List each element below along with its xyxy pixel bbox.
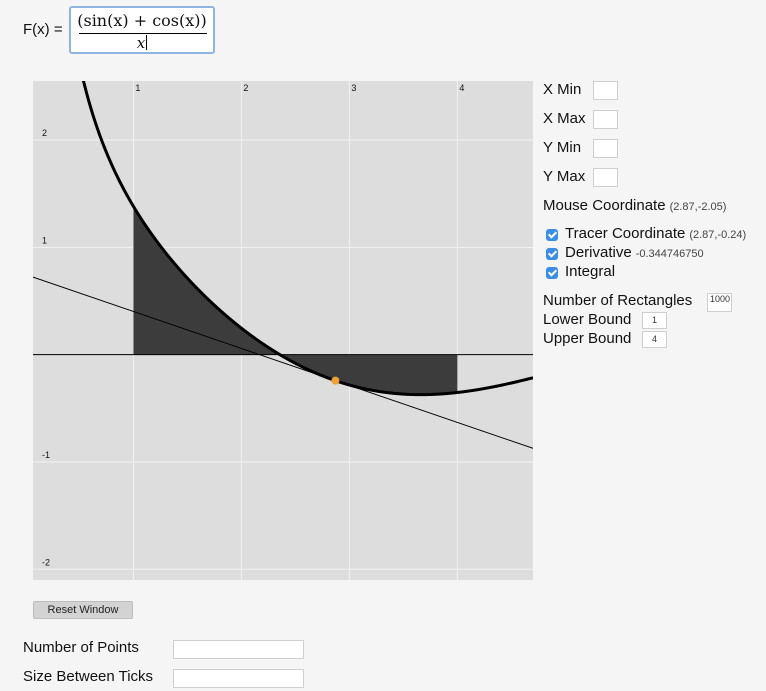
number-of-points-label: Number of Points	[23, 639, 139, 656]
ymax-label: Y Max	[543, 168, 586, 185]
function-input[interactable]: (sin(x) + cos(x)) x	[69, 6, 215, 54]
y-tick-label: -1	[42, 450, 50, 460]
derivative-label: Derivative	[565, 244, 632, 261]
x-tick-label: 1	[135, 83, 140, 93]
tracer-coordinate-value: (2.87,-0.24)	[689, 229, 747, 241]
rectangles-input[interactable]: 1000	[707, 293, 732, 312]
function-curve	[81, 81, 533, 397]
rectangles-label: Number of Rectangles	[543, 292, 693, 309]
function-label: F(x) =	[23, 21, 63, 38]
upper-bound-label: Upper Bound	[543, 330, 632, 347]
x-tick-label: 2	[243, 83, 248, 93]
graph-canvas[interactable]: 1 2 3 4 2 1 -1 -2	[33, 81, 533, 580]
derivative-checkbox[interactable]	[546, 248, 558, 260]
formula-numerator: (sin(x) + cos(x))	[77, 11, 207, 30]
integral-checkbox[interactable]	[546, 267, 558, 279]
y-tick-label: -2	[42, 557, 50, 567]
lower-bound-label: Lower Bound	[543, 311, 632, 328]
y-tick-label: 2	[42, 128, 47, 138]
lower-bound-input[interactable]: 1	[642, 312, 667, 329]
tick-size-label: Size Between Ticks	[23, 668, 154, 685]
number-of-points-input[interactable]	[173, 640, 304, 659]
xmax-label: X Max	[543, 110, 586, 127]
mouse-coordinate-label: Mouse Coordinate	[543, 197, 666, 214]
ymax-input[interactable]	[593, 168, 618, 187]
ymin-input[interactable]	[593, 139, 618, 158]
tracer-checkbox[interactable]	[546, 229, 558, 241]
ymin-label: Y Min	[543, 139, 582, 156]
x-tick-label: 4	[459, 83, 464, 93]
xmin-input[interactable]	[593, 81, 618, 100]
mouse-coordinate: Mouse Coordinate (2.87,-2.05)	[543, 197, 726, 214]
tracer-coordinate: Tracer Coordinate (2.87,-0.24)	[565, 225, 746, 242]
fraction-bar	[79, 33, 207, 34]
grid	[33, 81, 533, 580]
integral-area	[133, 206, 458, 395]
mouse-coordinate-value: (2.87,-2.05)	[669, 201, 727, 213]
derivative: Derivative -0.344746750	[565, 244, 723, 261]
y-tick-label: 1	[42, 235, 47, 245]
derivative-tangent-line	[33, 276, 533, 449]
upper-bound-input[interactable]: 4	[642, 331, 667, 348]
graph-background	[33, 81, 533, 580]
tracer-point[interactable]	[331, 376, 340, 385]
tick-labels: 1 2 3 4 2 1 -1 -2	[42, 83, 464, 567]
tracer-coordinate-label: Tracer Coordinate	[565, 225, 686, 242]
formula-denominator: x	[136, 34, 146, 52]
xmin-label: X Min	[543, 81, 582, 98]
integral-label: Integral	[565, 263, 616, 280]
tick-size-input[interactable]	[173, 669, 304, 688]
xmax-input[interactable]	[593, 110, 618, 129]
derivative-value: -0.344746750	[635, 248, 704, 260]
x-tick-label: 3	[351, 83, 356, 93]
integral-shaded-region	[133, 206, 458, 395]
reset-window-button[interactable]: Reset Window	[33, 601, 133, 619]
text-cursor	[146, 35, 148, 50]
